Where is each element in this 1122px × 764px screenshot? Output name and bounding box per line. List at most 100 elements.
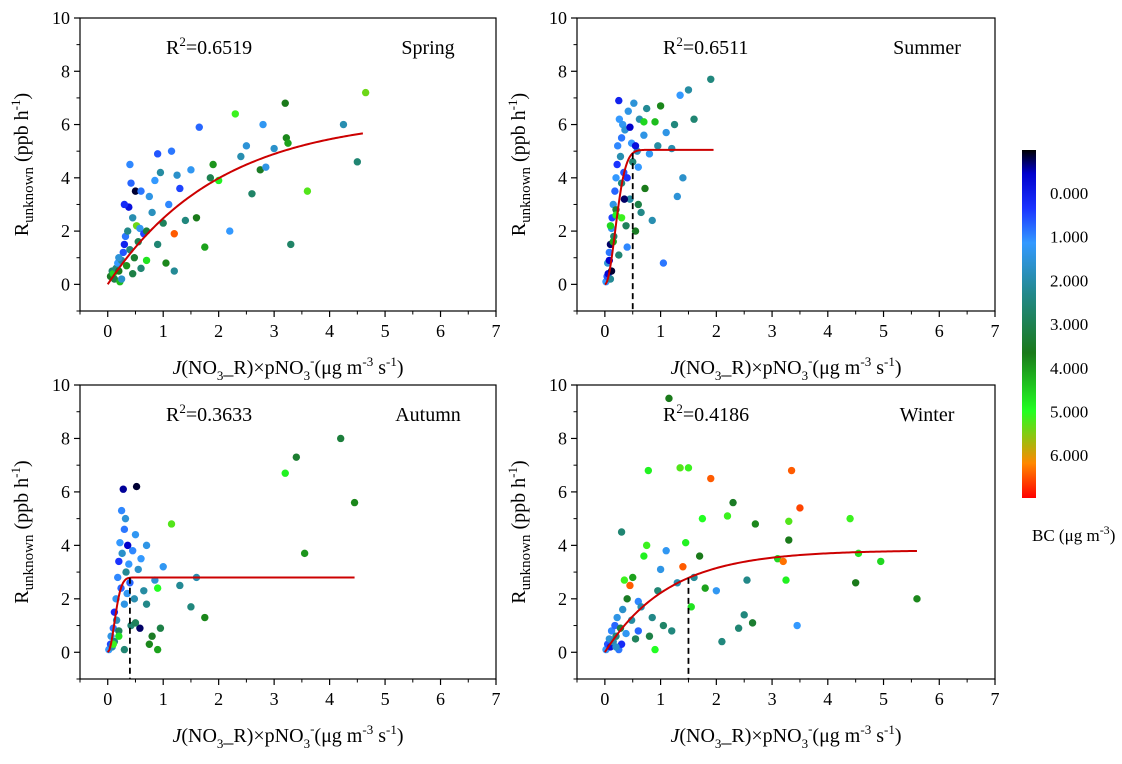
data-point <box>120 240 129 249</box>
data-point <box>787 466 796 475</box>
colorbar-tick-label: 1.000 <box>1050 228 1088 247</box>
data-point <box>353 158 362 166</box>
x-tick-label: 4 <box>823 689 832 709</box>
data-point <box>114 573 122 582</box>
data-point <box>619 605 627 614</box>
data-point <box>281 469 289 477</box>
y-tick-label: 6 <box>558 115 567 135</box>
data-point <box>623 595 631 603</box>
data-point <box>136 224 144 233</box>
data-point <box>115 254 123 262</box>
data-point <box>137 187 145 195</box>
x-tick-label: 7 <box>492 321 501 341</box>
y-axis-title: Runknown (ppb h-1) <box>505 93 534 236</box>
data-point <box>846 514 854 523</box>
x-axis-title: J(NO3_R)×pNO3-(μg m-3 s-1) <box>670 721 901 751</box>
data-point <box>644 466 653 475</box>
y-tick-label: 10 <box>549 8 567 28</box>
data-point <box>877 557 885 566</box>
colorbar-tick-label: 0.000 <box>1050 184 1088 203</box>
data-point <box>670 120 679 129</box>
data-point <box>645 632 654 640</box>
data-point <box>303 187 312 195</box>
data-point <box>617 134 626 142</box>
fit-curve <box>604 148 714 286</box>
y-axis-title: Runknown (ppb h-1) <box>8 93 37 236</box>
data-point <box>676 91 684 99</box>
data-point <box>350 498 359 507</box>
data-point <box>698 514 707 523</box>
data-point <box>259 120 267 129</box>
x-tick-label: 4 <box>325 689 334 709</box>
y-tick-label: 8 <box>61 428 70 448</box>
data-point <box>668 144 676 153</box>
data-point <box>615 115 624 123</box>
data-point <box>131 187 140 195</box>
data-point <box>913 595 921 603</box>
data-point <box>115 267 123 275</box>
data-point <box>361 88 370 97</box>
y-tick-label: 0 <box>558 642 567 662</box>
data-point <box>121 514 130 523</box>
data-point <box>128 547 137 555</box>
data-point <box>115 627 123 635</box>
data-point <box>126 160 134 169</box>
data-point <box>137 264 145 273</box>
x-tick-label: 5 <box>879 689 888 709</box>
data-point <box>115 632 123 640</box>
data-point <box>248 190 256 198</box>
x-tick-label: 0 <box>103 321 112 341</box>
fit-curve <box>604 549 917 653</box>
data-point <box>613 160 621 169</box>
data-point <box>173 171 181 179</box>
data-point <box>656 102 665 110</box>
data-point <box>201 613 209 622</box>
data-point <box>712 587 721 595</box>
data-point <box>145 192 154 201</box>
y-tick-label: 8 <box>61 61 70 81</box>
data-point <box>153 150 162 158</box>
data-point <box>124 541 132 550</box>
data-point <box>641 184 649 193</box>
data-point <box>176 184 184 193</box>
x-axis-title: J(NO3_R)×pNO3-(μg m-3 s-1) <box>670 353 901 383</box>
x-tick-label: 6 <box>436 321 445 341</box>
plot-frame <box>79 17 497 312</box>
data-point <box>668 627 676 635</box>
data-point <box>679 563 687 571</box>
data-point <box>637 208 645 217</box>
data-point <box>616 624 625 632</box>
data-point <box>607 627 616 635</box>
data-point <box>642 541 651 550</box>
data-point <box>256 166 264 174</box>
x-tick-label: 2 <box>214 321 223 341</box>
data-point <box>624 107 632 115</box>
data-point <box>613 613 621 622</box>
data-point <box>153 645 162 654</box>
y-tick-label: 4 <box>61 535 70 555</box>
y-tick-label: 10 <box>52 375 70 395</box>
panel-winter: 0 1 2 3 4 5 6 7 0 2 4 6 8 10 R2=0.4186 Winter J(NO3_R)×p… <box>505 375 1000 751</box>
data-point <box>631 142 640 150</box>
data-point <box>162 259 170 267</box>
data-point <box>613 142 622 150</box>
data-point <box>654 142 662 150</box>
x-tick-label: 2 <box>712 689 721 709</box>
y-tick-label: 8 <box>558 61 567 81</box>
season-label: Autumn <box>395 404 461 426</box>
data-point <box>118 549 126 558</box>
data-point <box>167 520 176 528</box>
y-tick-label: 8 <box>558 428 567 448</box>
data-point <box>137 555 145 563</box>
data-point <box>734 624 743 632</box>
x-tick-label: 1 <box>159 689 168 709</box>
data-point <box>206 174 215 182</box>
data-point <box>122 262 131 270</box>
data-point <box>851 579 860 587</box>
x-tick-label: 2 <box>214 689 223 709</box>
data-point <box>142 256 151 265</box>
data-point <box>729 498 737 507</box>
x-tick-label: 3 <box>768 689 777 709</box>
data-point <box>617 640 626 648</box>
